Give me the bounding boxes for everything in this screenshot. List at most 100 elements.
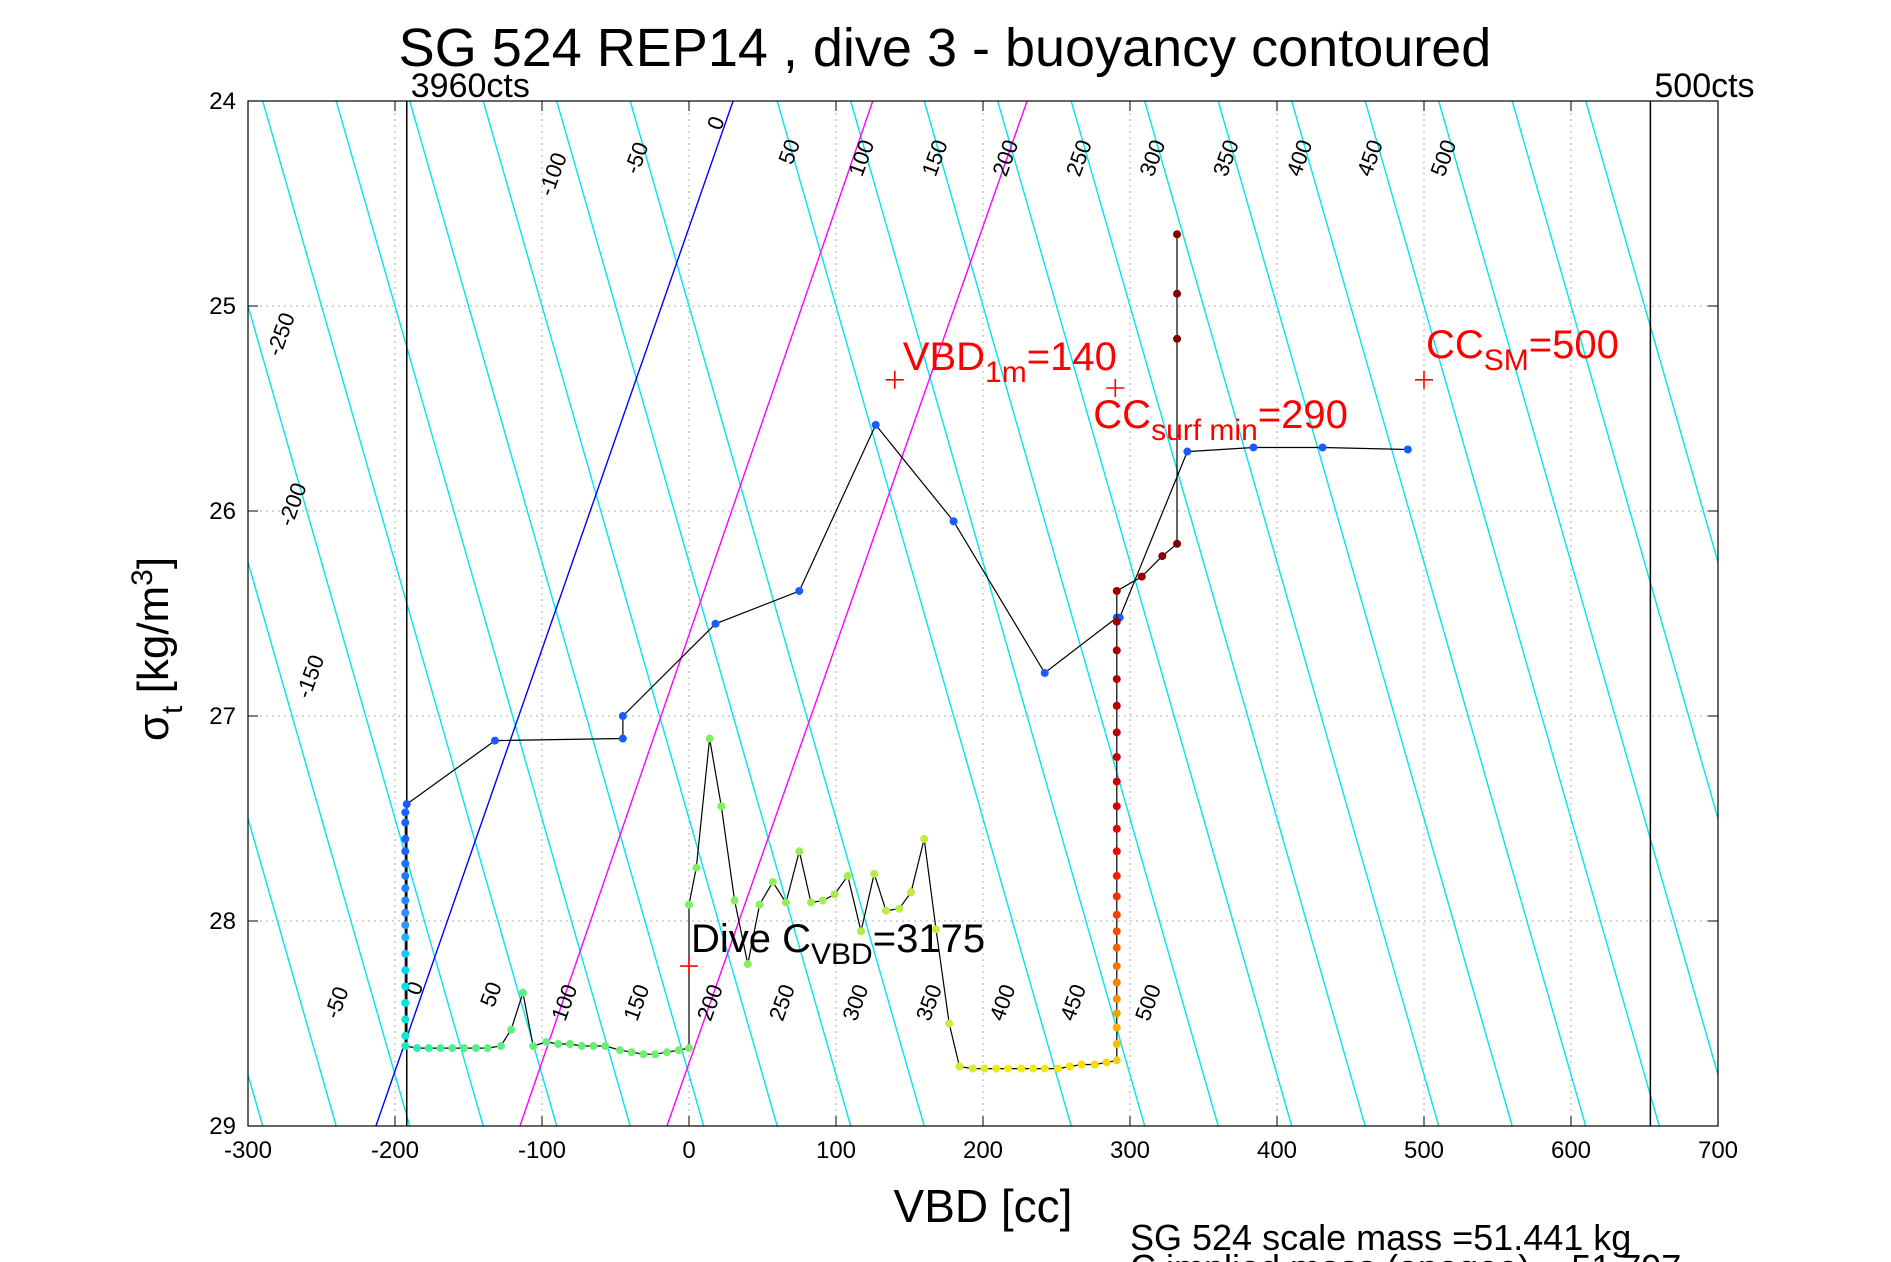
data-point [639, 1050, 648, 1059]
marker-label: Dive CVBD=3175 [691, 917, 985, 971]
data-point [1112, 847, 1121, 856]
data-point [401, 933, 410, 942]
marker-label-sub: 1m [985, 356, 1027, 389]
data-point [795, 586, 804, 595]
data-point [401, 908, 410, 917]
data-point [436, 1044, 445, 1053]
data-point [945, 1019, 954, 1028]
data-point [401, 847, 410, 856]
data-point [1112, 962, 1121, 971]
y-axis-unit-post: ] [129, 557, 178, 569]
data-point [1112, 824, 1121, 833]
data-point [980, 1064, 989, 1073]
data-point [490, 736, 499, 745]
data-series [401, 230, 1182, 1073]
contour-line [248, 815, 337, 1126]
marker-label-sub: VBD [811, 938, 873, 971]
data-point [1112, 646, 1121, 655]
data-point [1077, 1060, 1086, 1069]
data-point [401, 949, 410, 958]
contour-lines [248, 101, 1718, 1126]
data-point [931, 925, 940, 934]
marker-label-value: =140 [1027, 335, 1117, 379]
marker-label: CCsurf min=290 [1093, 393, 1348, 447]
x-tick-label: 300 [1110, 1137, 1150, 1164]
data-point [705, 734, 714, 743]
contour-line [997, 101, 1293, 1126]
contour-line [1217, 101, 1513, 1126]
x-tick-label: -200 [371, 1137, 419, 1164]
marker: VBD1m=140 [885, 335, 1117, 389]
marker-label-value: =290 [1258, 393, 1348, 437]
data-point [920, 835, 929, 843]
x-tick-label: 700 [1698, 1137, 1738, 1164]
contour-line [1291, 101, 1587, 1126]
data-point [830, 890, 839, 899]
data-point [743, 960, 752, 969]
contour-line [556, 101, 852, 1126]
data-point [401, 871, 410, 880]
marker-label-sub: surf min [1151, 414, 1258, 447]
data-point [401, 818, 410, 827]
data-point [1053, 1064, 1062, 1073]
data-point [601, 1042, 610, 1051]
data-point [401, 921, 410, 930]
data-point [685, 1044, 693, 1053]
x-tick-label: -100 [518, 1137, 566, 1164]
data-point [1112, 871, 1121, 880]
data-point [818, 896, 827, 905]
data-point [755, 900, 764, 909]
data-point [651, 1050, 660, 1059]
data-point [1173, 289, 1182, 298]
marker-label-value: =500 [1529, 323, 1619, 367]
data-point [507, 1025, 516, 1034]
data-point [1112, 1040, 1121, 1048]
contour-line [1144, 101, 1440, 1126]
data-point [1112, 1009, 1121, 1018]
data-point [1249, 443, 1258, 452]
contour-line [262, 101, 558, 1126]
marker-label-main: CC [1426, 323, 1484, 367]
data-point [843, 871, 852, 880]
marker-label-sub: SM [1484, 344, 1529, 377]
data-point [1173, 539, 1182, 548]
data-point [1403, 445, 1412, 454]
data-point [955, 1062, 964, 1071]
y-tick-label: 27 [209, 703, 236, 730]
data-point [627, 1048, 636, 1057]
y-tick-label: 24 [209, 88, 236, 115]
data-point [448, 1044, 457, 1053]
x-tick-label: 600 [1551, 1137, 1591, 1164]
data-point [1112, 892, 1121, 901]
footer-implied-mass-c: C [1130, 1247, 1156, 1262]
data-point [1173, 334, 1182, 343]
data-point [717, 802, 726, 811]
data-point [401, 859, 410, 868]
data-point [1112, 1056, 1121, 1065]
data-point [1112, 1023, 1121, 1032]
data-point [615, 1046, 624, 1055]
data-point [881, 906, 890, 915]
marker: CCsurf min=290 [1093, 379, 1348, 447]
contour-line [1438, 101, 1718, 1078]
data-point [401, 966, 410, 975]
limit-label: 3960cts [411, 67, 530, 105]
data-point [1065, 1062, 1074, 1071]
contour-line [248, 559, 411, 1126]
y-tick-label: 26 [209, 498, 236, 525]
data-point [871, 420, 880, 429]
data-point [1173, 230, 1182, 239]
data-point [518, 988, 527, 997]
data-point [618, 734, 627, 743]
marker: Dive CVBD=3175 [680, 917, 985, 976]
data-point [1112, 728, 1121, 737]
y-axis-subscript: t [156, 705, 189, 714]
data-point [401, 835, 410, 843]
data-point [1137, 572, 1146, 581]
data-point [1112, 617, 1121, 626]
data-point [906, 888, 915, 897]
data-point [674, 1046, 683, 1055]
data-point [1102, 1058, 1111, 1067]
